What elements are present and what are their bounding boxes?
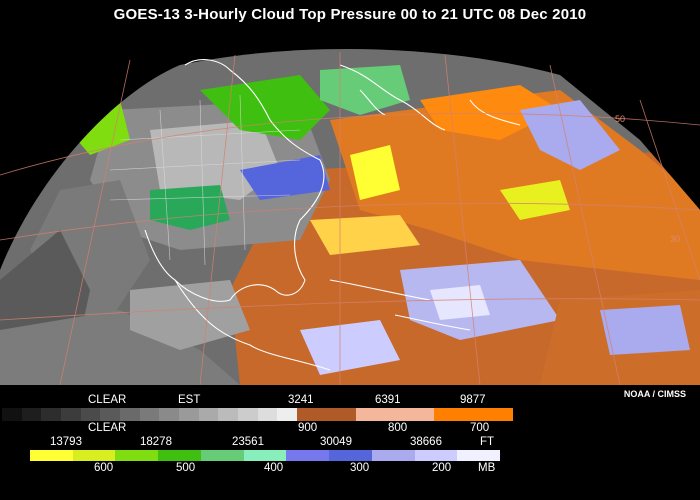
legend-label-mb: MB <box>478 462 496 474</box>
legend-label-9877: 9877 <box>460 394 486 406</box>
legend-label-400mb: 400 <box>264 462 284 474</box>
map-title: GOES-13 3-Hourly Cloud Top Pressure 00 t… <box>113 6 587 23</box>
legend-label-700mb: 700 <box>470 422 490 434</box>
legend-label-800mb: 800 <box>388 422 408 434</box>
legend-label-13793: 13793 <box>50 436 82 448</box>
legend-label-clear-bottom: CLEAR <box>88 422 127 434</box>
legend-label-30049: 30049 <box>320 436 352 448</box>
legend-label-500mb: 500 <box>176 462 196 474</box>
legend-label-900mb: 900 <box>298 422 318 434</box>
legend-label-3241: 3241 <box>288 394 314 406</box>
lat-label-50: 50 <box>615 114 625 124</box>
satellite-map: 50 30 <box>0 30 700 386</box>
lat-label-30: 30 <box>670 234 680 244</box>
legend-bar-high-clouds <box>30 450 501 461</box>
legend-label-18278: 18278 <box>140 436 172 448</box>
legend-label-23561: 23561 <box>232 436 264 448</box>
coastline-outlines <box>144 59 521 371</box>
color-legend: CLEAR EST 3241 6391 9877 CLEAR 900 800 7… <box>0 388 515 490</box>
cloud-top-pressure-image: 50 30 <box>0 30 700 386</box>
legend-label-ft: FT <box>480 436 495 448</box>
legend-label-clear-top: CLEAR <box>88 394 127 406</box>
legend-label-est: EST <box>178 394 201 406</box>
credit-label: NOAA / CIMSS <box>623 389 686 399</box>
legend-bar-low-clouds <box>2 408 514 421</box>
legend-label-600mb: 600 <box>94 462 114 474</box>
legend-label-6391: 6391 <box>375 394 401 406</box>
legend-label-300mb: 300 <box>350 462 370 474</box>
legend-label-200mb: 200 <box>432 462 452 474</box>
legend-label-38666: 38666 <box>410 436 442 448</box>
lat-lon-grid <box>0 52 700 386</box>
